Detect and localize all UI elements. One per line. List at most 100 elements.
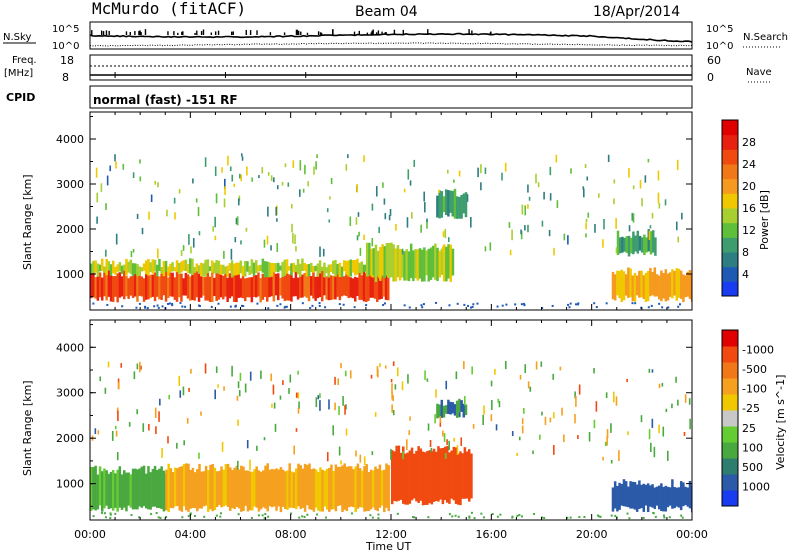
- scatter-echo: [298, 189, 301, 197]
- data-column: [195, 270, 199, 298]
- ground-echo: [350, 512, 353, 515]
- data-column: [224, 266, 227, 275]
- ground-echo: [171, 302, 174, 305]
- data-column: [622, 479, 626, 507]
- scatter-echo: [391, 404, 393, 413]
- data-column: [343, 463, 346, 510]
- freq-label: Freq.: [12, 55, 37, 66]
- data-column: [189, 258, 192, 274]
- colorbar-segment: [722, 134, 738, 150]
- scatter-echo: [132, 172, 135, 179]
- scatter-echo: [444, 452, 447, 459]
- ground-echo: [219, 512, 222, 515]
- scatter-echo: [315, 161, 317, 170]
- colorbar-tick-label: 28: [742, 136, 756, 149]
- scatter-echo: [484, 246, 487, 252]
- data-column: [274, 262, 278, 272]
- ground-echo: [473, 517, 476, 520]
- scatter-echo: [116, 452, 119, 461]
- colorbar-segment: [722, 362, 738, 379]
- scatter-echo: [188, 234, 190, 245]
- scatter-echo: [161, 448, 163, 458]
- data-column: [211, 260, 214, 273]
- scatter-echo: [570, 168, 572, 174]
- data-column: [407, 251, 411, 282]
- data-column: [277, 469, 280, 507]
- ground-echo: [631, 302, 634, 305]
- ground-echo: [306, 513, 309, 516]
- data-column: [114, 266, 117, 275]
- data-column: [233, 274, 236, 302]
- data-column: [327, 264, 331, 278]
- ground-echo: [371, 516, 374, 519]
- scatter-echo: [456, 445, 459, 455]
- scatter-echo: [299, 160, 302, 171]
- scatter-echo: [374, 412, 377, 417]
- scatter-echo: [221, 441, 224, 452]
- data-column: [297, 463, 300, 507]
- scatter-echo: [239, 372, 242, 381]
- data-column: [362, 270, 366, 302]
- scatter-echo: [648, 429, 651, 440]
- scatter-echo: [115, 161, 117, 169]
- scatter-echo: [236, 395, 239, 401]
- scatter-echo: [105, 249, 107, 257]
- colorbar-segment: [722, 426, 738, 443]
- data-column: [451, 248, 455, 276]
- scatter-echo: [297, 392, 300, 399]
- data-column: [391, 450, 394, 505]
- data-column: [688, 270, 692, 299]
- data-column: [116, 273, 119, 303]
- ground-echo: [264, 512, 267, 515]
- scatter-echo: [521, 425, 524, 434]
- scatter-echo: [263, 437, 266, 441]
- scatter-echo: [166, 209, 168, 217]
- scatter-echo: [409, 416, 411, 421]
- data-column: [448, 452, 451, 504]
- data-column: [180, 261, 183, 273]
- scatter-echo: [527, 204, 529, 209]
- data-column: [325, 276, 328, 300]
- scatter-echo: [133, 371, 136, 380]
- scatter-echo: [537, 182, 540, 188]
- data-column: [334, 276, 337, 300]
- data-column: [654, 237, 657, 256]
- data-column: [215, 271, 218, 301]
- scatter-echo: [319, 400, 321, 411]
- data-column: [347, 466, 351, 508]
- data-column: [305, 264, 309, 277]
- data-column: [349, 259, 353, 277]
- ground-echo: [668, 516, 671, 519]
- scatter-echo: [375, 186, 378, 197]
- scatter-echo: [128, 422, 131, 427]
- ground-echo: [240, 304, 243, 307]
- data-column: [336, 270, 339, 297]
- data-column: [127, 278, 130, 299]
- data-column: [248, 471, 252, 511]
- data-column: [266, 261, 269, 278]
- scatter-echo: [688, 398, 691, 405]
- ground-echo: [596, 514, 599, 517]
- scatter-echo: [541, 220, 544, 227]
- scatter-echo: [683, 431, 686, 436]
- ground-echo: [324, 306, 327, 309]
- data-column: [246, 470, 250, 512]
- scatter-echo: [626, 378, 628, 383]
- ground-echo: [626, 512, 629, 515]
- scatter-echo: [574, 414, 576, 424]
- ground-echo: [499, 513, 502, 516]
- scatter-echo: [689, 418, 691, 430]
- scatter-echo: [491, 400, 493, 411]
- scatter-echo: [495, 424, 498, 431]
- scatter-echo: [535, 361, 538, 370]
- data-column: [365, 273, 368, 303]
- scatter-echo: [224, 186, 226, 195]
- data-column: [156, 469, 159, 508]
- ground-echo: [647, 306, 650, 309]
- scatter-echo: [644, 175, 647, 183]
- scatter-echo: [448, 202, 451, 209]
- scatter-echo: [240, 174, 242, 182]
- scatter-echo: [192, 238, 195, 248]
- data-column: [428, 450, 431, 504]
- scatter-echo: [606, 428, 609, 439]
